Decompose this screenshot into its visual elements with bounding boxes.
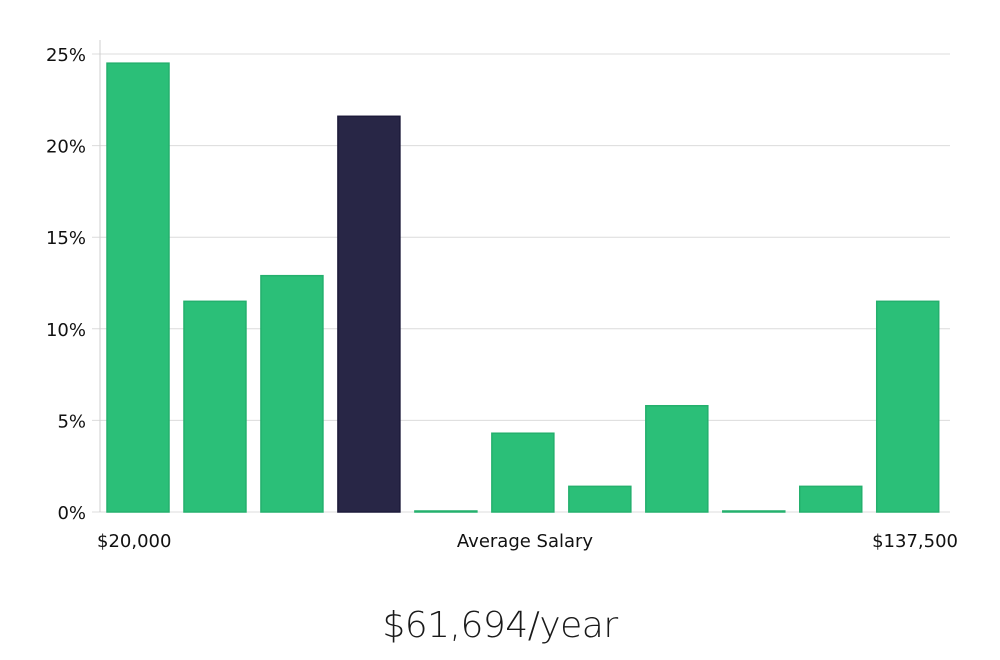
histogram-bar (875, 300, 940, 513)
y-tick-label: 15% (46, 228, 86, 249)
histogram-bar (568, 485, 632, 513)
y-tick-label: 20% (46, 137, 86, 158)
histogram-bar (260, 274, 324, 513)
histogram-bar (106, 62, 170, 513)
histogram-bar (645, 404, 709, 513)
y-tick-label: 0% (57, 503, 86, 524)
y-tick-label: 10% (46, 320, 86, 341)
histogram-bar (491, 432, 555, 513)
y-tick-label: 5% (57, 411, 86, 432)
salary-histogram-chart: 0%5%10%15%20%25% $20,000 Average Salary … (46, 40, 958, 552)
histogram-bar (183, 300, 247, 513)
histogram-bar-highlighted (337, 115, 401, 513)
histogram-bars (106, 62, 940, 513)
x-axis-title: Average Salary (457, 531, 594, 552)
histogram-bar (799, 485, 863, 513)
y-tick-label: 25% (46, 45, 86, 66)
y-axis-tick-labels: 0% 5% 10% 15% 20% 25% (46, 45, 86, 524)
x-axis-min-label: $20,000 (97, 531, 171, 552)
histogram-bar (414, 510, 478, 513)
histogram-bar (722, 510, 786, 513)
x-axis-max-label: $137,500 (872, 531, 958, 552)
average-salary-value: $61,694/year (382, 605, 618, 646)
